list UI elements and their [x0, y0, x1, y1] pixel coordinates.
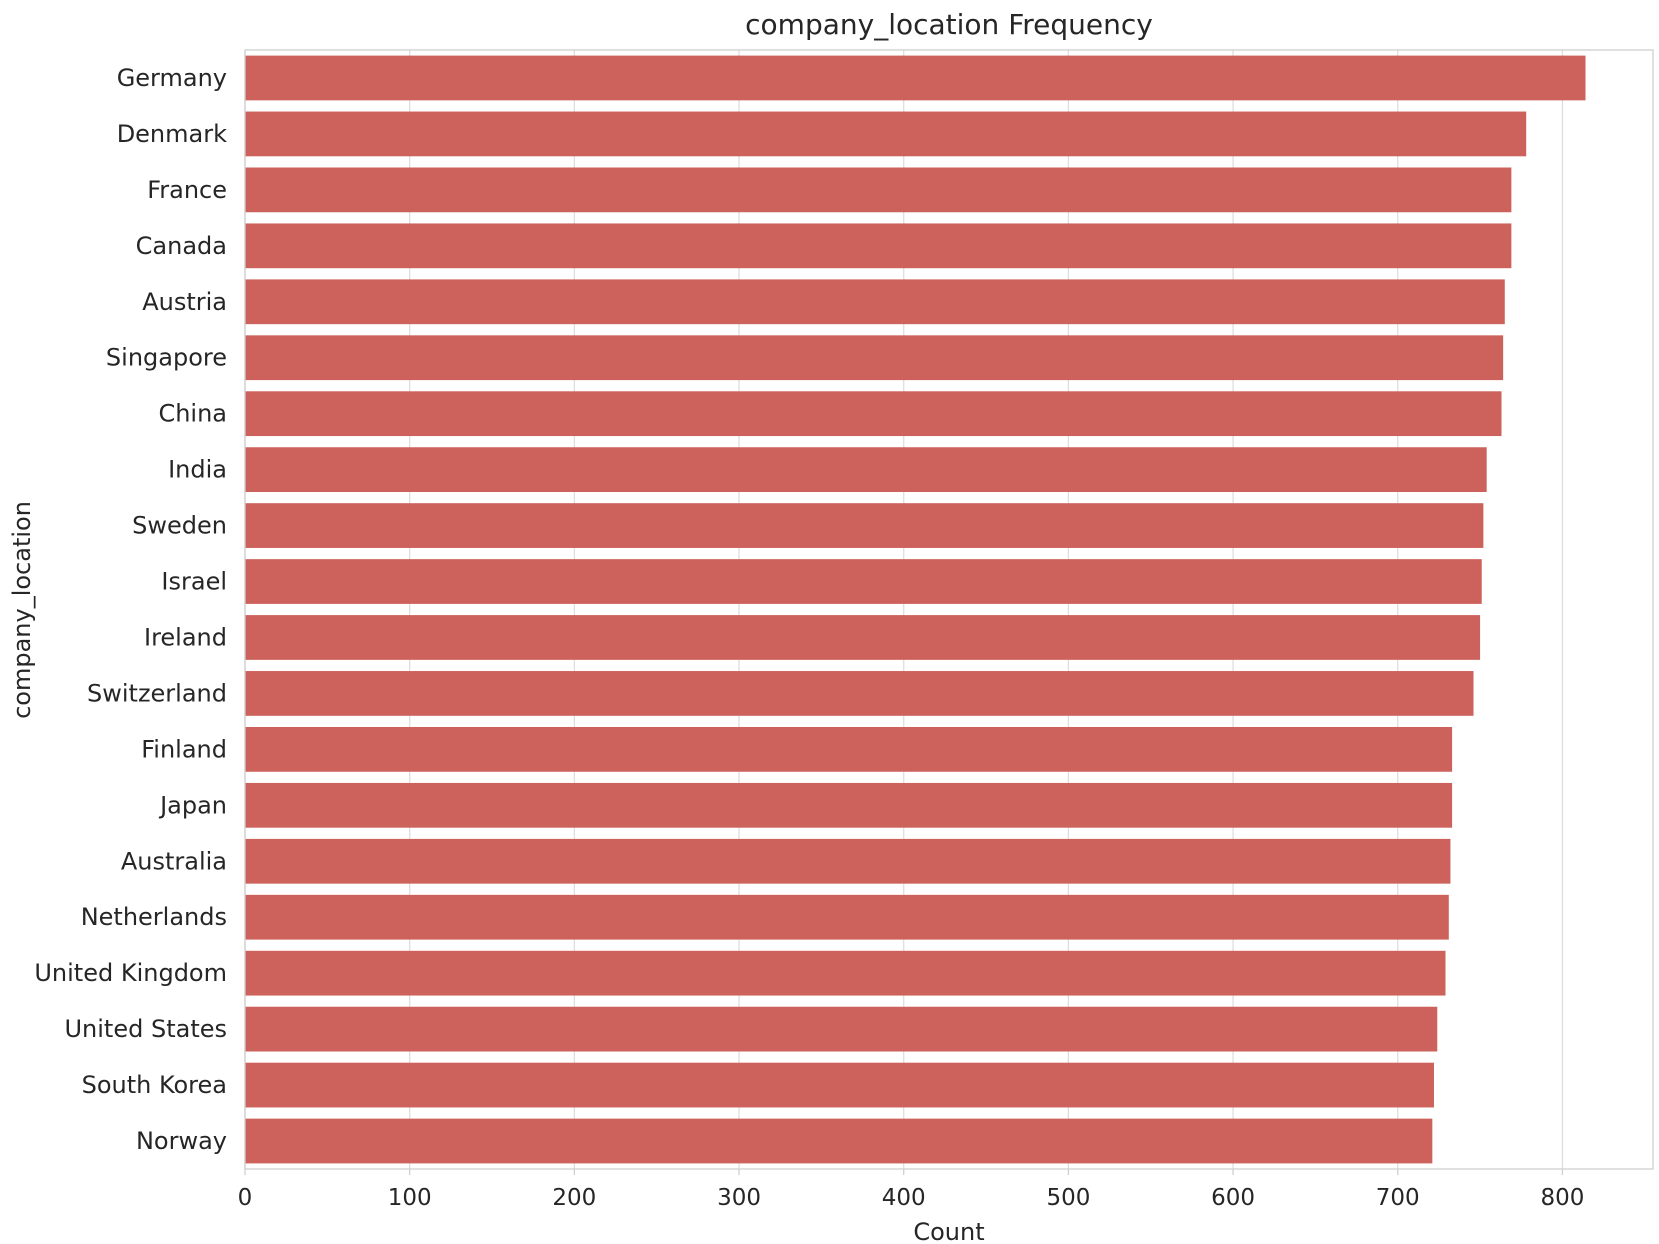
bar [245, 726, 1453, 772]
bar [245, 1118, 1433, 1164]
x-tick-label: 700 [1376, 1185, 1420, 1211]
y-category-label: Netherlands [81, 903, 227, 931]
grid-lines [244, 50, 1564, 1169]
bar [245, 1006, 1438, 1052]
bar [245, 1062, 1434, 1108]
x-tick-label: 100 [388, 1185, 432, 1211]
y-category-label: Finland [141, 735, 227, 763]
bar [245, 223, 1512, 269]
bar [245, 671, 1474, 716]
y-category-label: India [168, 456, 227, 484]
y-category-label: Denmark [117, 120, 227, 148]
y-category-label: United Kingdom [34, 959, 227, 987]
bar [245, 782, 1453, 828]
y-category-label: Japan [158, 791, 227, 819]
y-category-label: Germany [117, 64, 227, 92]
y-category-label: Norway [136, 1127, 227, 1155]
y-category-label: Austria [142, 288, 227, 316]
y-category-label: Switzerland [87, 679, 227, 707]
x-axis-label: Count [913, 1218, 984, 1244]
bar [245, 894, 1449, 940]
x-tick-label: 300 [717, 1185, 761, 1211]
x-tick-label: 600 [1211, 1185, 1255, 1211]
plot-frame [244, 49, 1654, 1170]
y-category-labels: Germany Denmark France Canada Austria Singapo… [34, 64, 227, 1155]
y-category-label: United States [64, 1015, 227, 1043]
y-category-label: China [158, 400, 227, 428]
y-category-label: Canada [136, 232, 227, 260]
y-category-label: Israel [161, 568, 227, 596]
y-axis-label: company_location [8, 501, 36, 719]
bar [245, 447, 1487, 493]
y-category-label: France [147, 176, 227, 204]
bar [245, 335, 1504, 381]
x-tick-label: 800 [1540, 1185, 1584, 1211]
bar [245, 55, 1586, 101]
bar [245, 503, 1484, 548]
bar [245, 279, 1505, 325]
bar [245, 167, 1512, 213]
x-tick-label: 400 [882, 1185, 926, 1211]
bar [245, 838, 1451, 884]
y-category-label: South Korea [82, 1071, 227, 1099]
bar [245, 391, 1502, 437]
y-category-label: Australia [121, 847, 227, 875]
y-category-label: Sweden [132, 512, 227, 540]
x-tick-label: 500 [1046, 1185, 1090, 1211]
y-category-label: Singapore [106, 344, 227, 372]
x-tick-label: 200 [552, 1185, 596, 1211]
bar [245, 559, 1482, 604]
bar [245, 615, 1481, 660]
bar [245, 111, 1527, 157]
bars [245, 55, 1586, 1164]
y-category-label: Ireland [144, 623, 227, 651]
bar [245, 950, 1446, 996]
x-tick-labels: 0 100 200 300 400 500 600 700 800 [238, 1169, 1584, 1211]
x-tick-label: 0 [238, 1185, 253, 1211]
chart-title: company_location Frequency [745, 8, 1153, 41]
